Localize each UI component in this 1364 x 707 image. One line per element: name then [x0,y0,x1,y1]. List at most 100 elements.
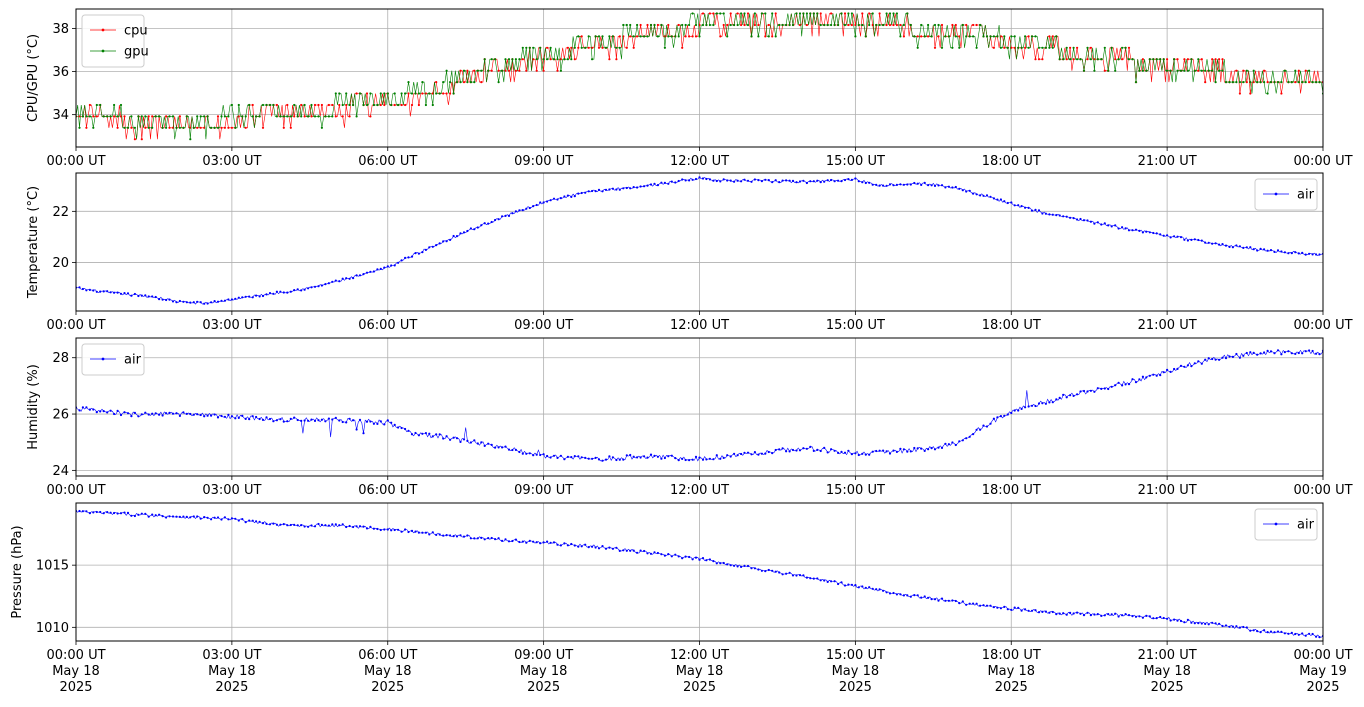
data-point-air [421,531,424,534]
data-point-gpu [376,103,379,107]
data-point-cpu [130,126,133,129]
data-point-air [670,454,673,457]
data-point-air [376,422,379,425]
data-point-cpu [580,35,583,38]
data-point-cpu [320,103,323,107]
data-point-air [1263,351,1266,354]
data-point-air [196,300,199,303]
data-point-gpu [372,103,375,107]
data-point-air [518,540,521,544]
data-point-air [255,415,258,419]
data-point-air [767,450,770,454]
data-point-air [182,300,185,303]
data-point-cpu [293,115,296,118]
data-point-air [182,515,185,518]
data-point-air [386,265,389,268]
data-point-air [449,238,452,241]
data-point-air [556,456,559,459]
data-point-air [632,455,635,458]
data-point-gpu [882,23,885,27]
data-point-cpu [123,115,126,118]
data-point-air [660,181,663,184]
data-point-cpu [940,23,944,27]
data-point-air [649,453,653,456]
data-point-air [1152,231,1155,235]
data-point-gpu [320,126,323,129]
data-point-cpu [92,115,95,118]
data-point-gpu [1173,58,1176,61]
data-point-air [1037,402,1041,405]
data-point-gpu [1058,58,1061,61]
data-point-air [757,568,760,571]
data-point-gpu [1228,81,1231,84]
data-point-air [587,546,590,549]
data-point-air [1058,214,1061,217]
data-point-air [580,191,583,195]
data-point-gpu [268,103,272,107]
data-point-air [940,597,944,600]
data-point-air [1266,349,1269,352]
data-point-air [414,431,417,435]
data-point-air [358,525,362,528]
data-point-cpu [303,115,306,118]
data-point-cpu [1297,69,1300,72]
data-point-air [636,456,639,459]
data-point-gpu [147,126,150,129]
data-point-air [372,422,375,425]
data-point-air [927,596,930,599]
data-point-cpu [767,23,770,27]
data-point-gpu [1107,69,1110,72]
data-point-air [916,594,919,597]
data-point-air [154,514,157,517]
data-point-air [511,212,514,215]
data-point-air [345,277,348,280]
data-point-cpu [1121,58,1124,61]
data-point-cpu [1076,46,1079,49]
data-point-air [975,602,978,605]
x-tick-label: 09:00 UT [514,483,573,498]
data-point-gpu [1308,69,1311,72]
data-point-cpu [230,126,233,129]
data-point-air [854,177,857,180]
data-point-air [1096,221,1099,224]
data-point-air [774,179,777,182]
data-point-air [244,417,247,420]
data-point-air [927,184,930,187]
data-point-gpu [1294,69,1297,72]
data-point-air [338,524,341,527]
data-point-air [833,180,836,183]
data-point-gpu [944,35,947,38]
data-point-gpu [539,46,542,49]
data-point-air [237,296,240,299]
data-point-gpu [400,92,403,95]
data-point-air [740,180,743,183]
data-point-air [857,453,860,457]
data-point-gpu [480,69,483,72]
data-point-air [951,441,954,444]
data-point-air [1117,381,1120,384]
data-point-air [1100,223,1103,226]
data-point-cpu [615,58,618,61]
data-point-gpu [708,23,712,27]
data-point-air [785,450,788,453]
data-point-air [712,458,715,461]
data-point-air [511,539,514,543]
legend-frame [81,14,145,68]
data-point-air [376,527,379,531]
data-point-air [715,454,718,457]
data-point-air [1020,609,1023,612]
data-point-gpu [1072,46,1075,49]
data-point-air [920,183,923,186]
data-point-air [1051,401,1054,404]
data-point-air [1231,355,1234,358]
data-point-cpu [1086,58,1089,61]
data-point-cpu [885,23,888,27]
data-point-air [178,414,181,417]
data-point-air [1294,632,1297,636]
data-point-air [102,290,105,293]
data-point-gpu [892,12,895,15]
data-point-air [220,414,223,418]
data-point-gpu [618,46,621,49]
y-tick-label: 24 [52,464,69,479]
x-tick-label: 12:00 UT May 18 2025 [670,648,729,695]
